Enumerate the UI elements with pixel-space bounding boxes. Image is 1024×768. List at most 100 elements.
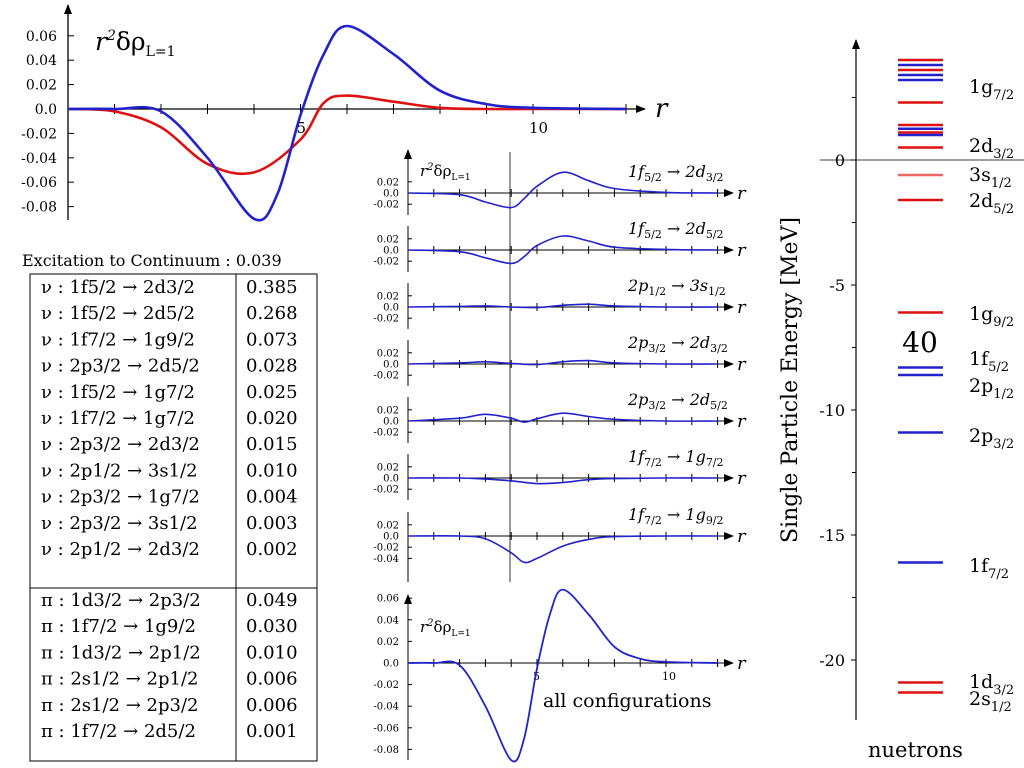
panel-curve xyxy=(407,534,718,564)
bottom-y-tick-label: -0.02 xyxy=(373,680,399,691)
panel-curve xyxy=(407,412,718,423)
table-row-label: π : 2s1/2 → 2p3/2 xyxy=(41,695,198,716)
panel-x-label: r xyxy=(737,411,747,432)
panel-4: 0.020.0-0.02 r 2p3/2 → 2d3/2 xyxy=(373,333,747,386)
table-row-value: 0.268 xyxy=(246,303,298,324)
top-ylabel: r2δρL=1 xyxy=(95,27,176,60)
bottom-y-tick-label: 0.02 xyxy=(377,637,399,648)
panel-y-tick-label: 0.02 xyxy=(377,177,399,188)
panel-curve xyxy=(407,477,718,485)
level-y-ticks: 0 -5 -10 -15 -20 xyxy=(819,97,856,670)
table-row-label: ν : 2p3/2 → 1g7/2 xyxy=(41,487,200,508)
top-y-tick-label: -0.04 xyxy=(21,151,57,167)
panel-x-label: r xyxy=(737,526,747,547)
top-y-tick-label: -0.06 xyxy=(21,175,57,191)
panel-y-tick-label: 0.0 xyxy=(383,189,399,200)
table-row-label: π : 1d3/2 → 2p1/2 xyxy=(41,642,201,663)
panel-x-label: r xyxy=(737,183,747,204)
table-row-value: 0.004 xyxy=(246,487,298,508)
top-x-tick-label: 5 xyxy=(297,119,307,137)
top-y-tick-label: 0.02 xyxy=(26,78,57,94)
panel-y-tick-label: 0.02 xyxy=(377,234,399,245)
panel-curve xyxy=(407,303,718,309)
level-y-tick-label: -10 xyxy=(819,401,845,420)
panel-5: 0.020.0-0.02 r 2p3/2 → 2d5/2 xyxy=(373,390,747,443)
table-row-value: 0.010 xyxy=(246,460,298,481)
panel-y-tick-label: -0.02 xyxy=(373,543,399,554)
top-y-tick-label: -0.08 xyxy=(21,200,57,216)
table-row-label: ν : 2p1/2 → 3s1/2 xyxy=(41,460,198,481)
panel-y-tick-label: 0.0 xyxy=(383,532,399,543)
table-row-label: ν : 2p1/2 → 2d3/2 xyxy=(41,539,200,560)
level-label: 1f5/2 xyxy=(969,348,1009,375)
panel-2: 0.020.0-0.02 r 1f5/2 → 2d5/2 xyxy=(373,219,747,272)
top-y-tick-label: -0.02 xyxy=(21,126,57,142)
level-label: 2p1/2 xyxy=(969,375,1014,402)
level-label: 3s1/2 xyxy=(969,164,1012,191)
table-row-value: 0.028 xyxy=(246,356,298,377)
table-row-label: ν : 2p3/2 → 2d5/2 xyxy=(41,356,200,377)
table-row-value: 0.006 xyxy=(246,695,298,716)
level-diagram: 0 -5 -10 -15 -20 Single Particle Energy [MeV… xyxy=(778,39,1024,762)
table-row-label: ν : 1f5/2 → 2d5/2 xyxy=(41,303,195,324)
table-row-label: ν : 1f5/2 → 2d3/2 xyxy=(41,277,195,298)
panel-3: 0.020.0-0.02 r 2p1/2 → 3s1/2 xyxy=(373,276,747,329)
level-lines xyxy=(898,58,943,694)
table-row-value: 0.030 xyxy=(246,616,298,637)
level-label: 1g9/2 xyxy=(969,303,1014,330)
level-ylabel: Single Particle Energy [MeV] xyxy=(778,217,803,543)
top-x-label: r xyxy=(655,94,669,124)
bottom-y-tick-label: -0.06 xyxy=(373,723,399,734)
level-y-tick-label: -15 xyxy=(819,526,845,545)
panel-7: 0.020.0-0.02-0.04 r 1f7/2 → 1g9/2 xyxy=(373,505,747,582)
panel-y-tick-label: 0.0 xyxy=(383,417,399,428)
bottom-series-line xyxy=(407,588,718,763)
bottom-x-ticks: 5 10 xyxy=(433,659,719,683)
table-row-value: 0.073 xyxy=(246,329,298,350)
table-row-value: 0.003 xyxy=(246,513,298,534)
excitation-table: Excitation to Continuum : 0.039 ν : 1f5/… xyxy=(22,251,318,762)
panel-curve xyxy=(407,359,718,366)
table-row-value: 0.385 xyxy=(246,277,298,298)
table-row-value: 0.001 xyxy=(246,721,298,742)
panel-transition-label: 1f5/2 → 2d3/2 xyxy=(628,162,724,184)
panel-transition-label: 2p3/2 → 2d3/2 xyxy=(627,333,728,355)
top-y-ticks: 0.06 0.04 0.02 0.0 -0.02 -0.04 -0.06 -0.08 xyxy=(21,29,74,216)
bottom-series xyxy=(407,588,718,763)
level-y-tick-label: 0 xyxy=(835,151,845,170)
level-label: 2p3/2 xyxy=(969,425,1014,452)
panel-y-tick-label: -0.02 xyxy=(373,200,399,211)
level-label: 2s1/2 xyxy=(969,688,1012,715)
table-row-value: 0.015 xyxy=(246,434,298,455)
table-row-value: 0.049 xyxy=(246,590,298,611)
panel-transition-label: 2p3/2 → 2d5/2 xyxy=(627,390,728,412)
top-series xyxy=(67,24,627,222)
bottom-x-tick-label: 10 xyxy=(662,670,676,683)
panel-6: 0.020.0-0.02 r 1f7/2 → 1g7/2 xyxy=(373,447,747,500)
panel-transition-label: 1f7/2 → 1g7/2 xyxy=(628,447,724,469)
top-series-line-1 xyxy=(67,24,627,222)
panel-x-label: r xyxy=(737,468,747,489)
table-row-value: 0.025 xyxy=(246,382,298,403)
panel-transition-label: 1f7/2 → 1g9/2 xyxy=(628,505,724,527)
bottom-y-ticks: 0.06 0.04 0.02 0.0 -0.02 -0.04 -0.06 -0.08 xyxy=(373,594,412,756)
panel-y-tick-label: -0.02 xyxy=(373,371,399,382)
level-label: 1g7/2 xyxy=(969,76,1014,103)
table-row-value: 0.010 xyxy=(246,642,298,663)
top-y-tick-label: 0.0 xyxy=(35,102,57,118)
level-label: 1d3/2 xyxy=(969,671,1014,698)
table-row-label: ν : 2p3/2 → 2d3/2 xyxy=(41,434,200,455)
panel-y-tick-label: -0.02 xyxy=(373,485,399,496)
level-y-tick-label: -20 xyxy=(819,651,845,670)
bottom-y-tick-label: -0.08 xyxy=(373,745,399,756)
panel-x-label: r xyxy=(737,354,747,375)
panel-y-tick-label: 0.02 xyxy=(377,405,399,416)
panel-x-label: r xyxy=(737,297,747,318)
top-series-line-0 xyxy=(67,94,626,176)
table-row-label: π : 1f7/2 → 1g9/2 xyxy=(41,616,196,637)
table-rows: ν : 1f5/2 → 2d3/2 0.385 ν : 1f5/2 → 2d5/2 0… xyxy=(41,277,298,742)
table-frame xyxy=(29,273,318,762)
level-y-tick-label: -5 xyxy=(829,276,845,295)
